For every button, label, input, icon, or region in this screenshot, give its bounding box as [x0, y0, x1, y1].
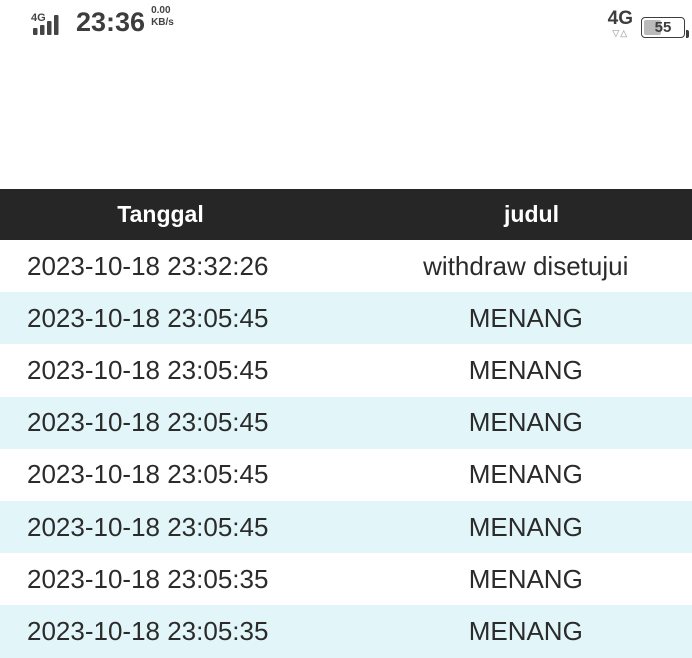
svg-text:4G: 4G — [31, 12, 46, 24]
